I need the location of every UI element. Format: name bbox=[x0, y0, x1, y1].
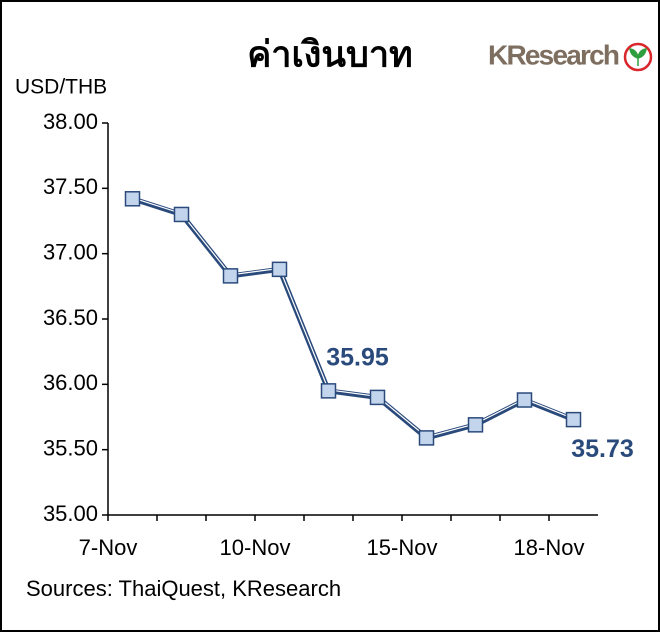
y-tick-label: 35.00 bbox=[43, 501, 98, 526]
logo: KResearch bbox=[488, 39, 620, 70]
series-line bbox=[132, 197, 574, 438]
marker bbox=[124, 191, 141, 207]
marker bbox=[222, 268, 239, 284]
marker bbox=[369, 389, 386, 406]
marker bbox=[418, 430, 435, 446]
logo-leaf bbox=[629, 48, 647, 66]
data-label: 35.95 bbox=[326, 343, 389, 371]
y-tick-label: 35.50 bbox=[43, 435, 98, 460]
y-tick-label: 37.00 bbox=[43, 239, 98, 264]
x-tick-label: 18-Nov bbox=[514, 535, 585, 560]
y-tick-label: 36.00 bbox=[43, 370, 98, 395]
marker bbox=[173, 206, 190, 223]
y-tick-label: 36.50 bbox=[43, 305, 98, 330]
x-tick-label: 15-Nov bbox=[367, 535, 438, 560]
source: Sources: ThaiQuest, KResearch bbox=[26, 576, 341, 601]
marker bbox=[467, 417, 484, 433]
data-label: 35.73 bbox=[571, 435, 634, 463]
line-shadow bbox=[131, 196, 575, 441]
marker bbox=[271, 261, 288, 278]
marker bbox=[516, 392, 533, 408]
x-tick-label: 7-Nov bbox=[79, 535, 138, 560]
y-tick-label: 38.00 bbox=[43, 109, 98, 134]
marker bbox=[320, 383, 337, 399]
marker bbox=[565, 411, 582, 428]
chart-title: ค่าเงินบาท bbox=[247, 34, 413, 75]
x-tick-label: 10-Nov bbox=[220, 535, 291, 560]
y-tick-label: 37.50 bbox=[43, 174, 98, 199]
y-axis-label: USD/THB bbox=[15, 76, 107, 99]
